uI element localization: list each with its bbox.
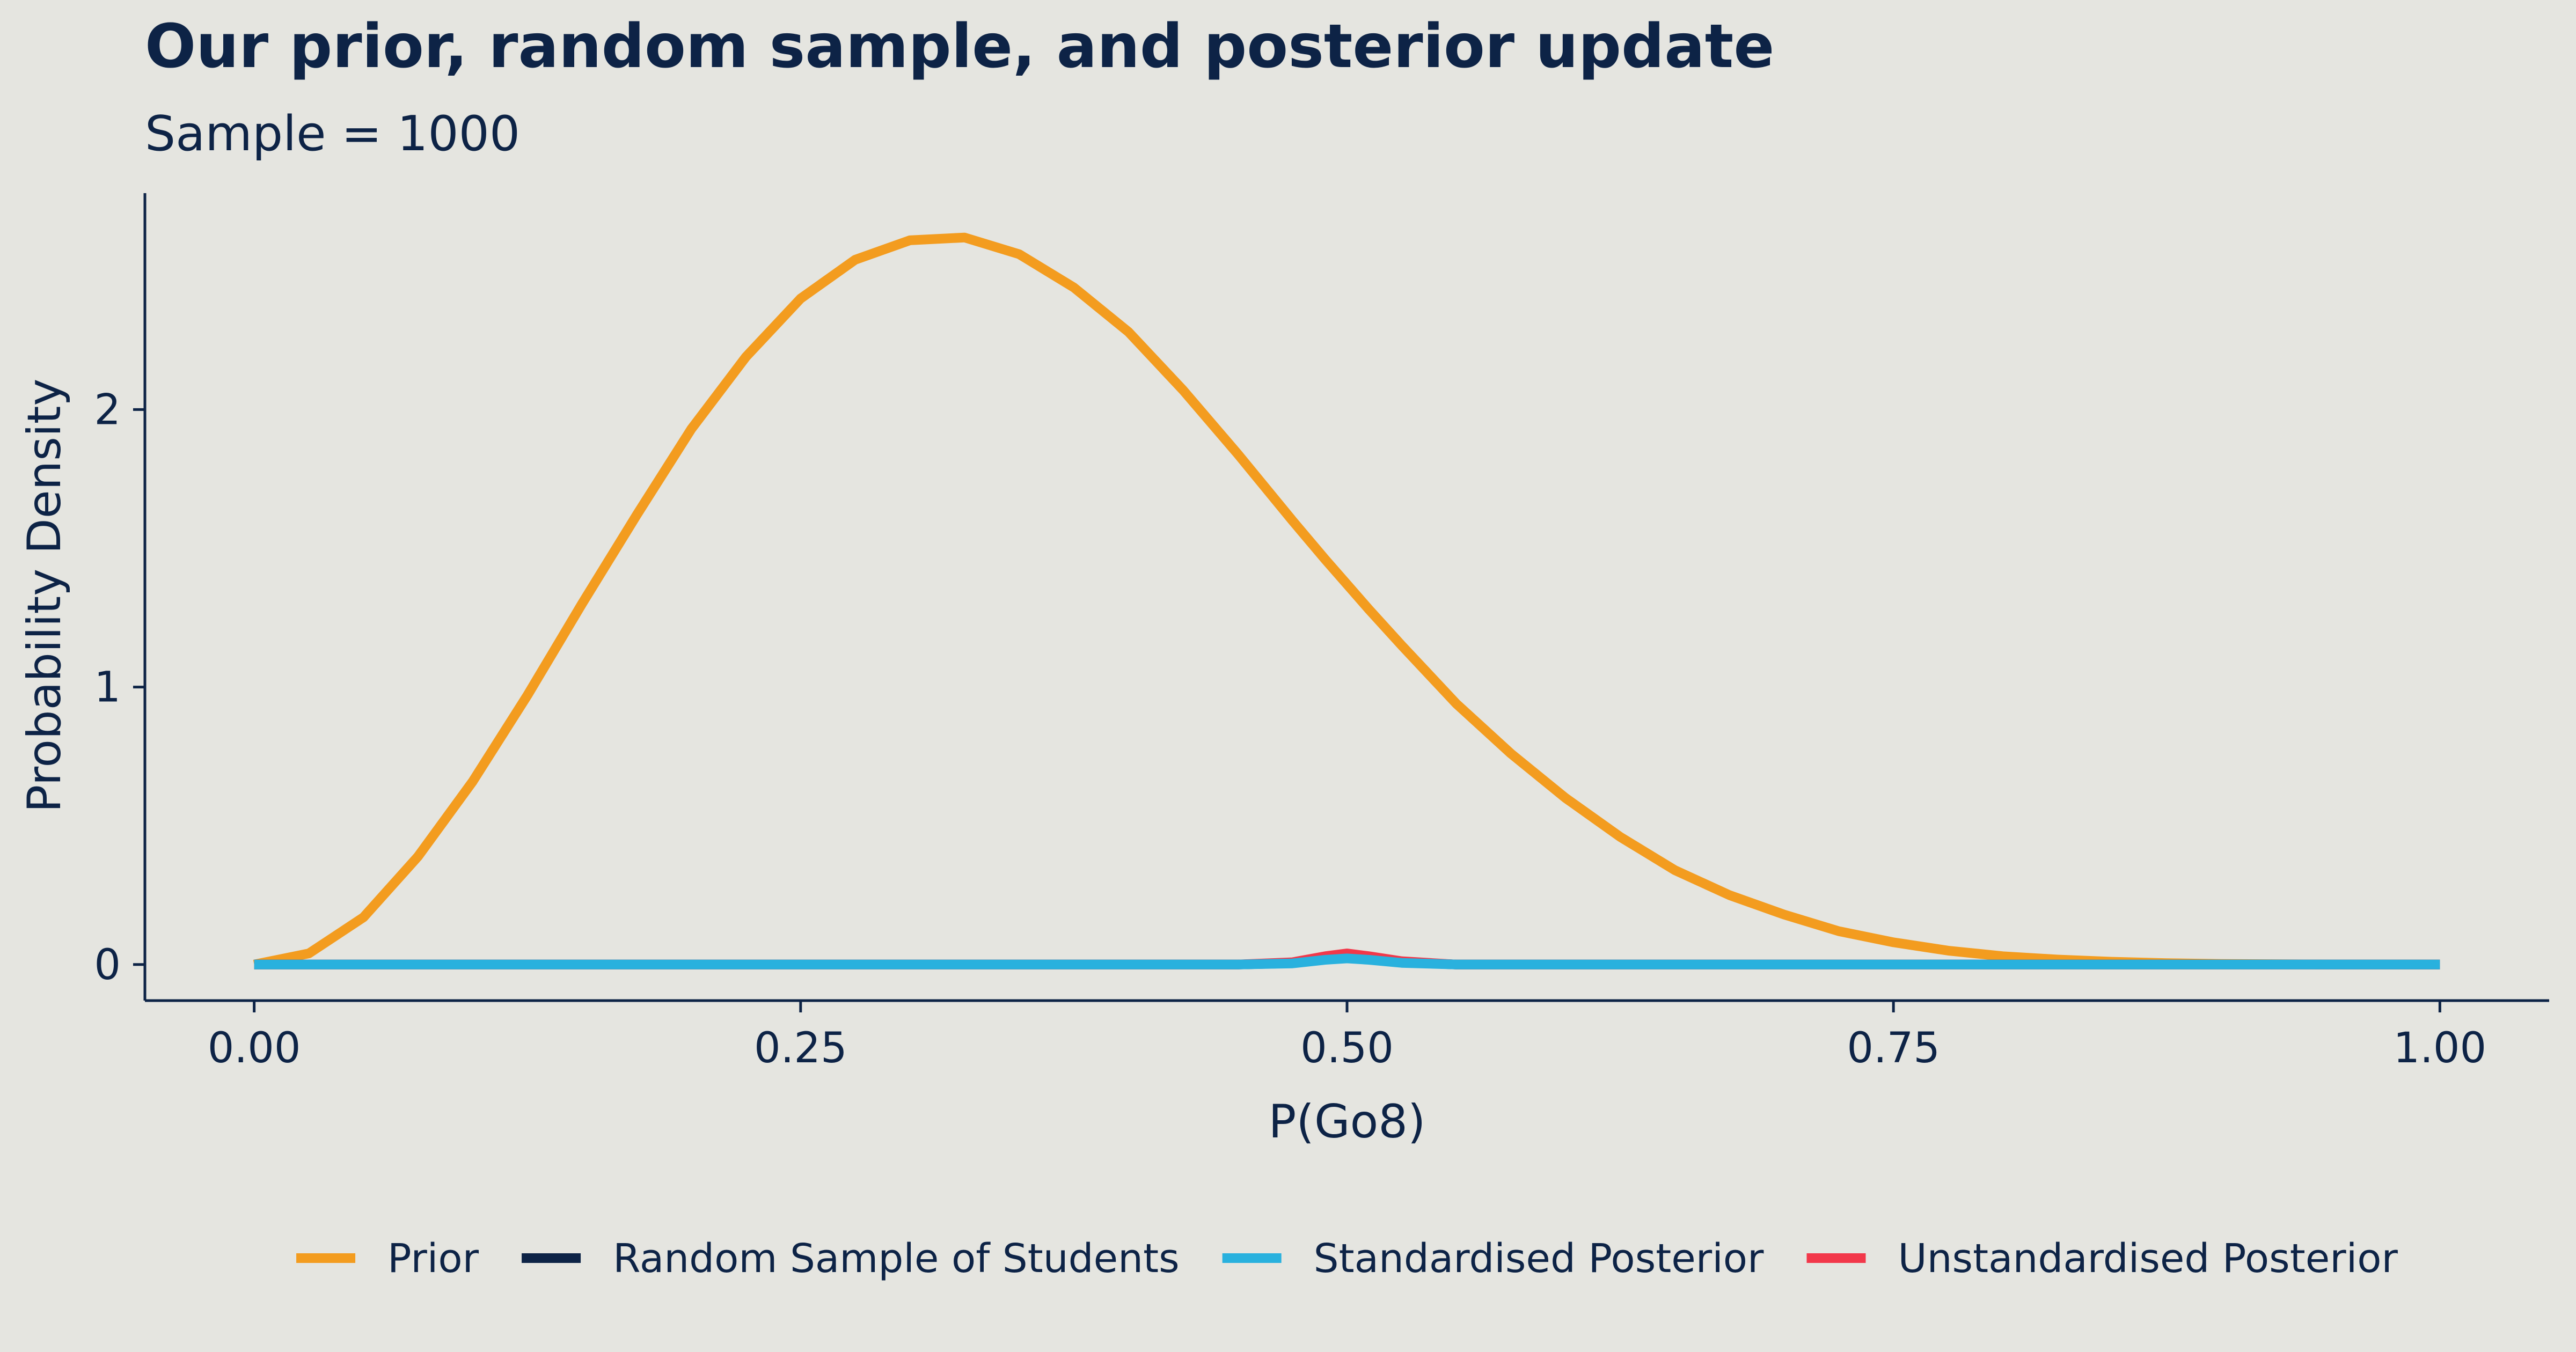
chart-subtitle: Sample = 1000 bbox=[145, 106, 520, 162]
y-tick-label: 1 bbox=[94, 664, 121, 712]
x-tick-label: 0.00 bbox=[208, 1024, 301, 1072]
chart-title: Our prior, random sample, and posterior … bbox=[145, 12, 1774, 82]
x-tick-label: 0.25 bbox=[754, 1024, 847, 1072]
legend-label-standardised-posterior: Standardised Posterior bbox=[1314, 1236, 1764, 1282]
y-tick-label: 0 bbox=[94, 941, 121, 989]
legend-label-prior: Prior bbox=[387, 1236, 479, 1282]
x-tick-label: 0.75 bbox=[1847, 1024, 1940, 1072]
series-line-standardised-posterior bbox=[254, 953, 2440, 969]
series-line-prior bbox=[253, 232, 2440, 969]
y-tick-label: 2 bbox=[94, 386, 121, 434]
legend-label-unstandardised-posterior: Unstandardised Posterior bbox=[1898, 1236, 2398, 1282]
plot-area bbox=[253, 232, 2440, 969]
chart-legend: Prior Random Sample of Students Standardis… bbox=[296, 1236, 2398, 1282]
x-tick-label: 0.50 bbox=[1300, 1024, 1394, 1072]
x-axis-title: P(Go8) bbox=[1269, 1095, 1426, 1149]
x-axis-ticks: 0.00 0.25 0.50 0.75 1.00 bbox=[208, 1001, 2486, 1072]
y-axis-title: Probability Density bbox=[18, 379, 71, 813]
x-tick-label: 1.00 bbox=[2394, 1024, 2487, 1072]
y-axis-ticks: 0 1 2 bbox=[94, 386, 145, 989]
legend-label-random-sample-of-students: Random Sample of Students bbox=[613, 1236, 1180, 1282]
